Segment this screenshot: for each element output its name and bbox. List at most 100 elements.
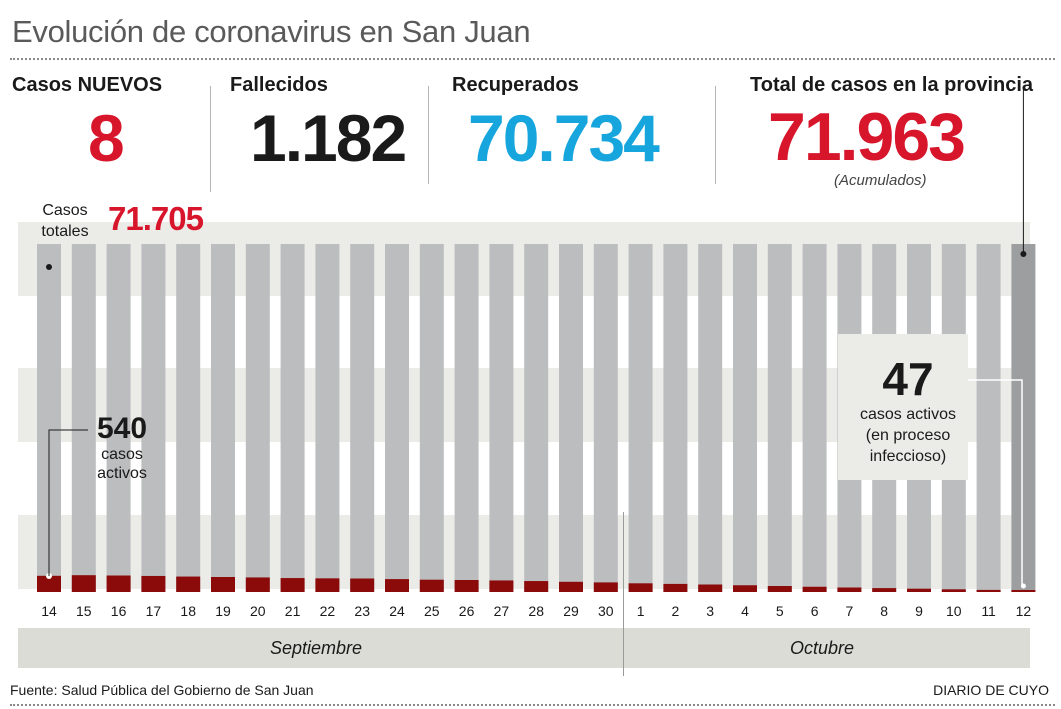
active-bar	[489, 580, 514, 592]
x-tick-label: 2	[672, 603, 680, 619]
total-bar	[106, 244, 131, 592]
active-bar	[976, 589, 1001, 592]
total-bar	[767, 244, 792, 592]
active-bar	[1011, 590, 1036, 592]
active-bar	[698, 584, 723, 592]
total-bar	[71, 244, 96, 592]
month-band	[18, 628, 1030, 668]
x-tick-label: 30	[598, 603, 614, 619]
publisher-label: DIARIO DE CUYO	[933, 682, 1049, 698]
x-tick-label: 17	[146, 603, 162, 619]
active-bar	[245, 577, 270, 592]
active-bar	[907, 588, 931, 592]
x-tick-label: 22	[320, 603, 336, 619]
total-bar	[141, 244, 166, 592]
x-tick-label: 21	[285, 603, 301, 619]
total-bar	[1011, 244, 1036, 592]
x-tick-label: 12	[1016, 603, 1032, 619]
x-tick-label: 14	[41, 603, 57, 619]
active-bar	[315, 578, 340, 592]
x-tick-label: 25	[424, 603, 440, 619]
stat-separator	[210, 86, 211, 192]
x-tick-label: 18	[180, 603, 196, 619]
nuevos-label: Casos NUEVOS	[12, 74, 163, 96]
source-note: Fuente: Salud Pública del Gobierno de Sa…	[10, 682, 314, 698]
x-tick-label: 4	[741, 603, 749, 619]
end-active-text-1: casos activos	[859, 406, 957, 423]
x-tick-label: 16	[111, 603, 127, 619]
total-label: Total de casos en la provincia	[750, 74, 1034, 96]
x-tick-label: 9	[915, 603, 923, 619]
total-bar	[698, 244, 723, 592]
x-tick-label: 24	[389, 603, 405, 619]
x-tick-label: 28	[528, 603, 544, 619]
month-divider	[623, 512, 624, 676]
x-tick-label: 6	[811, 603, 819, 619]
marker-dot	[46, 264, 52, 270]
x-tick-label: 3	[706, 603, 714, 619]
active-bar	[385, 579, 409, 592]
month-label-september: Septiembre	[270, 638, 363, 658]
active-bar	[802, 586, 827, 592]
total-bar	[419, 244, 444, 592]
fallecidos-label: Fallecidos	[230, 74, 328, 96]
total-bar	[350, 244, 375, 592]
total-bar	[976, 244, 1001, 592]
fallecidos-value: 1.182	[250, 101, 407, 175]
active-bar	[350, 578, 375, 592]
total-bar	[733, 244, 757, 592]
x-tick-label: 19	[215, 603, 231, 619]
x-tick-label: 20	[250, 603, 266, 619]
total-bar	[802, 244, 827, 592]
active-bar	[176, 576, 201, 592]
total-bar	[211, 244, 235, 592]
casos-totales-label-2: totales	[41, 223, 89, 240]
active-bar	[767, 586, 792, 592]
x-tick-label: 7	[846, 603, 854, 619]
x-tick-label: 27	[494, 603, 510, 619]
active-bar	[71, 575, 96, 592]
start-active-value: 540	[96, 412, 148, 445]
month-label-october: Octubre	[790, 638, 855, 658]
total-bar	[454, 244, 479, 592]
active-bar	[280, 578, 305, 592]
casos-totales-label-1: Casos	[42, 202, 88, 219]
active-bar	[733, 585, 757, 592]
page-title: Evolución de coronavirus en San Juan	[12, 14, 531, 49]
x-tick-label: 11	[981, 603, 996, 619]
x-tick-label: 29	[563, 603, 579, 619]
x-tick-label: 1	[637, 603, 645, 619]
active-bar	[663, 583, 688, 592]
total-bar	[315, 244, 340, 592]
active-bar	[872, 588, 897, 592]
total-bar	[245, 244, 270, 592]
x-tick-label: 5	[776, 603, 784, 619]
active-bar	[106, 575, 131, 592]
stat-separator	[428, 86, 429, 184]
total-bar	[489, 244, 514, 592]
end-active-text-3: infeccioso)	[869, 448, 947, 465]
x-tick-label: 26	[459, 603, 475, 619]
start-active-connector	[48, 429, 88, 576]
total-bar	[280, 244, 305, 592]
x-tick-label: 10	[946, 603, 962, 619]
active-bar	[941, 589, 966, 592]
title-divider	[10, 58, 1055, 60]
total-note: (Acumulados)	[834, 172, 927, 189]
total-bar	[663, 244, 688, 592]
footer-divider	[10, 704, 1055, 706]
total-bar	[176, 244, 201, 592]
end-active-text-2: (en proceso	[865, 427, 951, 444]
start-active-text-1: casos	[101, 446, 143, 463]
active-bar	[628, 583, 653, 592]
active-bar	[524, 581, 549, 592]
active-bar	[837, 587, 862, 592]
stat-separator	[715, 86, 716, 184]
start-active-text-2: activos	[97, 465, 147, 482]
casos-totales-value: 71.705	[108, 200, 204, 237]
total-bar	[385, 244, 409, 592]
recuperados-value: 70.734	[468, 101, 660, 175]
end-active-box	[838, 334, 968, 480]
end-active-connector	[968, 379, 1023, 586]
